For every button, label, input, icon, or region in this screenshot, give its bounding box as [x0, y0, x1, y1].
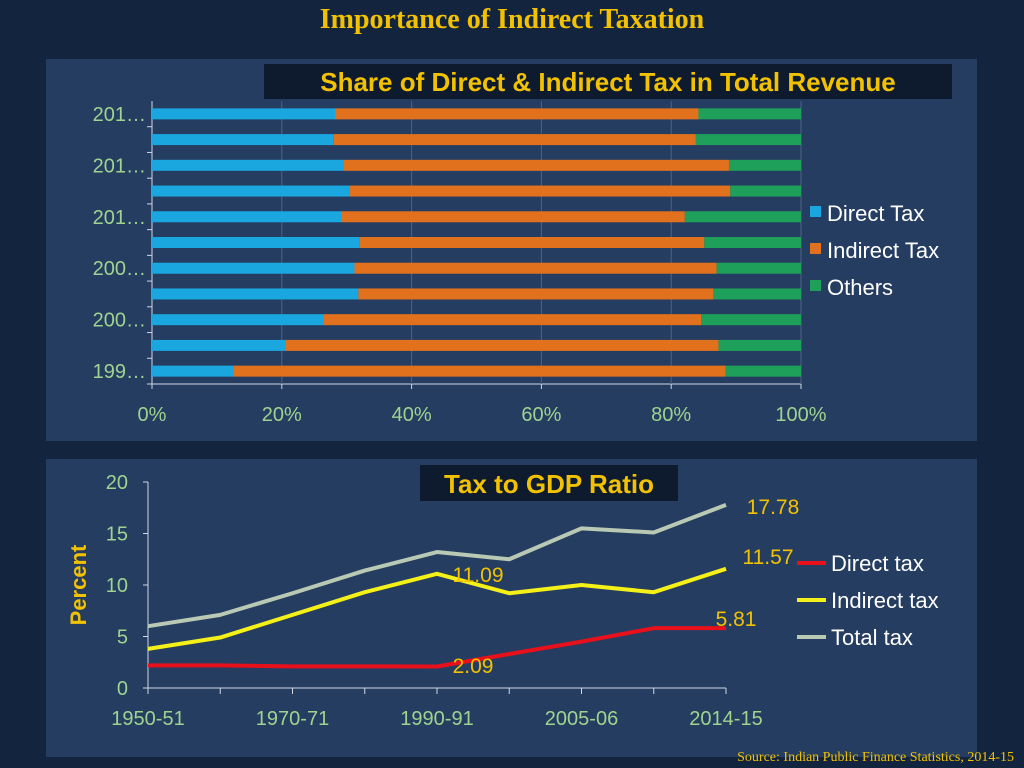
bar-segment-direct-tax: [152, 211, 342, 223]
x-tick-label: 2014-15: [689, 708, 762, 730]
data-label: 2.09: [453, 655, 494, 678]
chart-title: Tax to GDP Ratio: [444, 469, 654, 499]
legend-label: Indirect tax: [831, 588, 939, 613]
x-tick-label: 80%: [651, 404, 691, 426]
data-label: 17.78: [747, 496, 800, 519]
stacked-bar-chart: 0% 20% 40% 60% 80% 100% 199… 200… 200… 201… 201… 20…: [93, 64, 952, 426]
bar-segment-indirect-tax: [349, 185, 731, 197]
legend-label: Direct Tax: [827, 201, 924, 226]
y-tick-label: 20: [106, 472, 128, 494]
source-note: Source: Indian Public Finance Statistics…: [737, 750, 1014, 765]
series-line-direct-tax: [148, 626, 726, 669]
bar-segment-indirect-tax: [354, 262, 717, 274]
bar-segment-direct-tax: [152, 339, 286, 351]
bar-segment-direct-tax: [152, 108, 336, 120]
bar-segment-others: [684, 211, 801, 223]
y-axis-label: Percent: [66, 544, 91, 625]
x-tick-label: 0%: [138, 404, 167, 426]
series-line-indirect-tax: [147, 566, 727, 651]
x-tick-label: 60%: [521, 404, 561, 426]
legend-label: Indirect Tax: [827, 238, 939, 263]
bar-segment-others: [716, 262, 801, 274]
legend-label: Direct tax: [831, 551, 924, 576]
line-chart-panel: 0 5 10 15 20 1950-51 1970-71 1990-91 2005-06 2014…: [46, 459, 977, 757]
bar-segment-indirect-tax: [285, 339, 719, 351]
bar-segment-direct-tax: [152, 288, 359, 300]
y-tick-label: 201…: [93, 207, 146, 229]
x-tick-label: 1970-71: [256, 708, 329, 730]
bar-segment-direct-tax: [152, 237, 360, 248]
x-tick-label: 20%: [262, 404, 302, 426]
bar-segment-others: [713, 288, 801, 300]
bar-segment-others: [730, 185, 801, 197]
x-tick-label: 2005-06: [545, 708, 618, 730]
bar-segment-others: [718, 339, 801, 351]
bar-segment-indirect-tax: [358, 288, 714, 300]
bar-segment-direct-tax: [152, 134, 334, 146]
chart-title-box: [420, 465, 678, 501]
bar-segment-direct-tax: [152, 365, 234, 377]
line-chart: 0 5 10 15 20 1950-51 1970-71 1990-91 2005-06 2014…: [66, 465, 939, 730]
bar-segment-indirect-tax: [233, 365, 726, 377]
bar-segment-others: [704, 237, 801, 248]
y-tick-label: 15: [106, 524, 128, 546]
y-tick-label: 201…: [93, 155, 146, 177]
x-tick-label: 100%: [775, 404, 826, 426]
y-tick-label: 201…: [93, 104, 146, 126]
bar-segment-others: [701, 314, 801, 326]
legend-label: Others: [827, 275, 893, 300]
legend-swatch: [810, 280, 821, 291]
bar-segment-indirect-tax: [323, 314, 702, 326]
x-tick-label: 1990-91: [400, 708, 473, 730]
bar-segment-others: [695, 134, 801, 146]
data-label: 11.09: [453, 564, 504, 587]
bar-segment-others: [698, 108, 801, 120]
series-line-total-tax: [147, 502, 727, 629]
y-tick-label: 199…: [93, 361, 146, 383]
bar-segment-indirect-tax: [341, 211, 685, 223]
y-tick-label: 200…: [93, 310, 146, 332]
data-label: 5.81: [716, 608, 757, 631]
bar-segment-indirect-tax: [335, 108, 699, 120]
bar-segment-direct-tax: [152, 314, 324, 326]
chart-title-box: [264, 64, 952, 99]
bar-segment-indirect-tax: [359, 237, 705, 248]
bar-segment-direct-tax: [152, 185, 350, 197]
legend-swatch: [810, 206, 821, 217]
x-tick-label: 40%: [392, 404, 432, 426]
bar-segment-others: [725, 365, 801, 377]
legend-label: Total tax: [831, 625, 913, 650]
stacked-bar-chart-panel: 0% 20% 40% 60% 80% 100% 199… 200… 200… 201… 201… 20…: [46, 59, 977, 441]
y-tick-label: 10: [106, 575, 128, 597]
bar-segment-others: [728, 159, 801, 171]
bar-segment-indirect-tax: [333, 134, 696, 146]
y-tick-label: 5: [117, 627, 128, 649]
bar-segment-direct-tax: [152, 159, 344, 171]
chart-title: Share of Direct & Indirect Tax in Total …: [320, 67, 896, 97]
data-label: 11.57: [743, 546, 794, 569]
slide-title: Importance of Indirect Taxation: [319, 4, 705, 35]
bar-segment-indirect-tax: [343, 159, 729, 171]
y-tick-label: 0: [117, 678, 128, 700]
legend-swatch: [810, 243, 821, 254]
x-tick-label: 1950-51: [111, 708, 184, 730]
bar-segment-direct-tax: [152, 262, 355, 274]
y-tick-label: 200…: [93, 258, 146, 280]
